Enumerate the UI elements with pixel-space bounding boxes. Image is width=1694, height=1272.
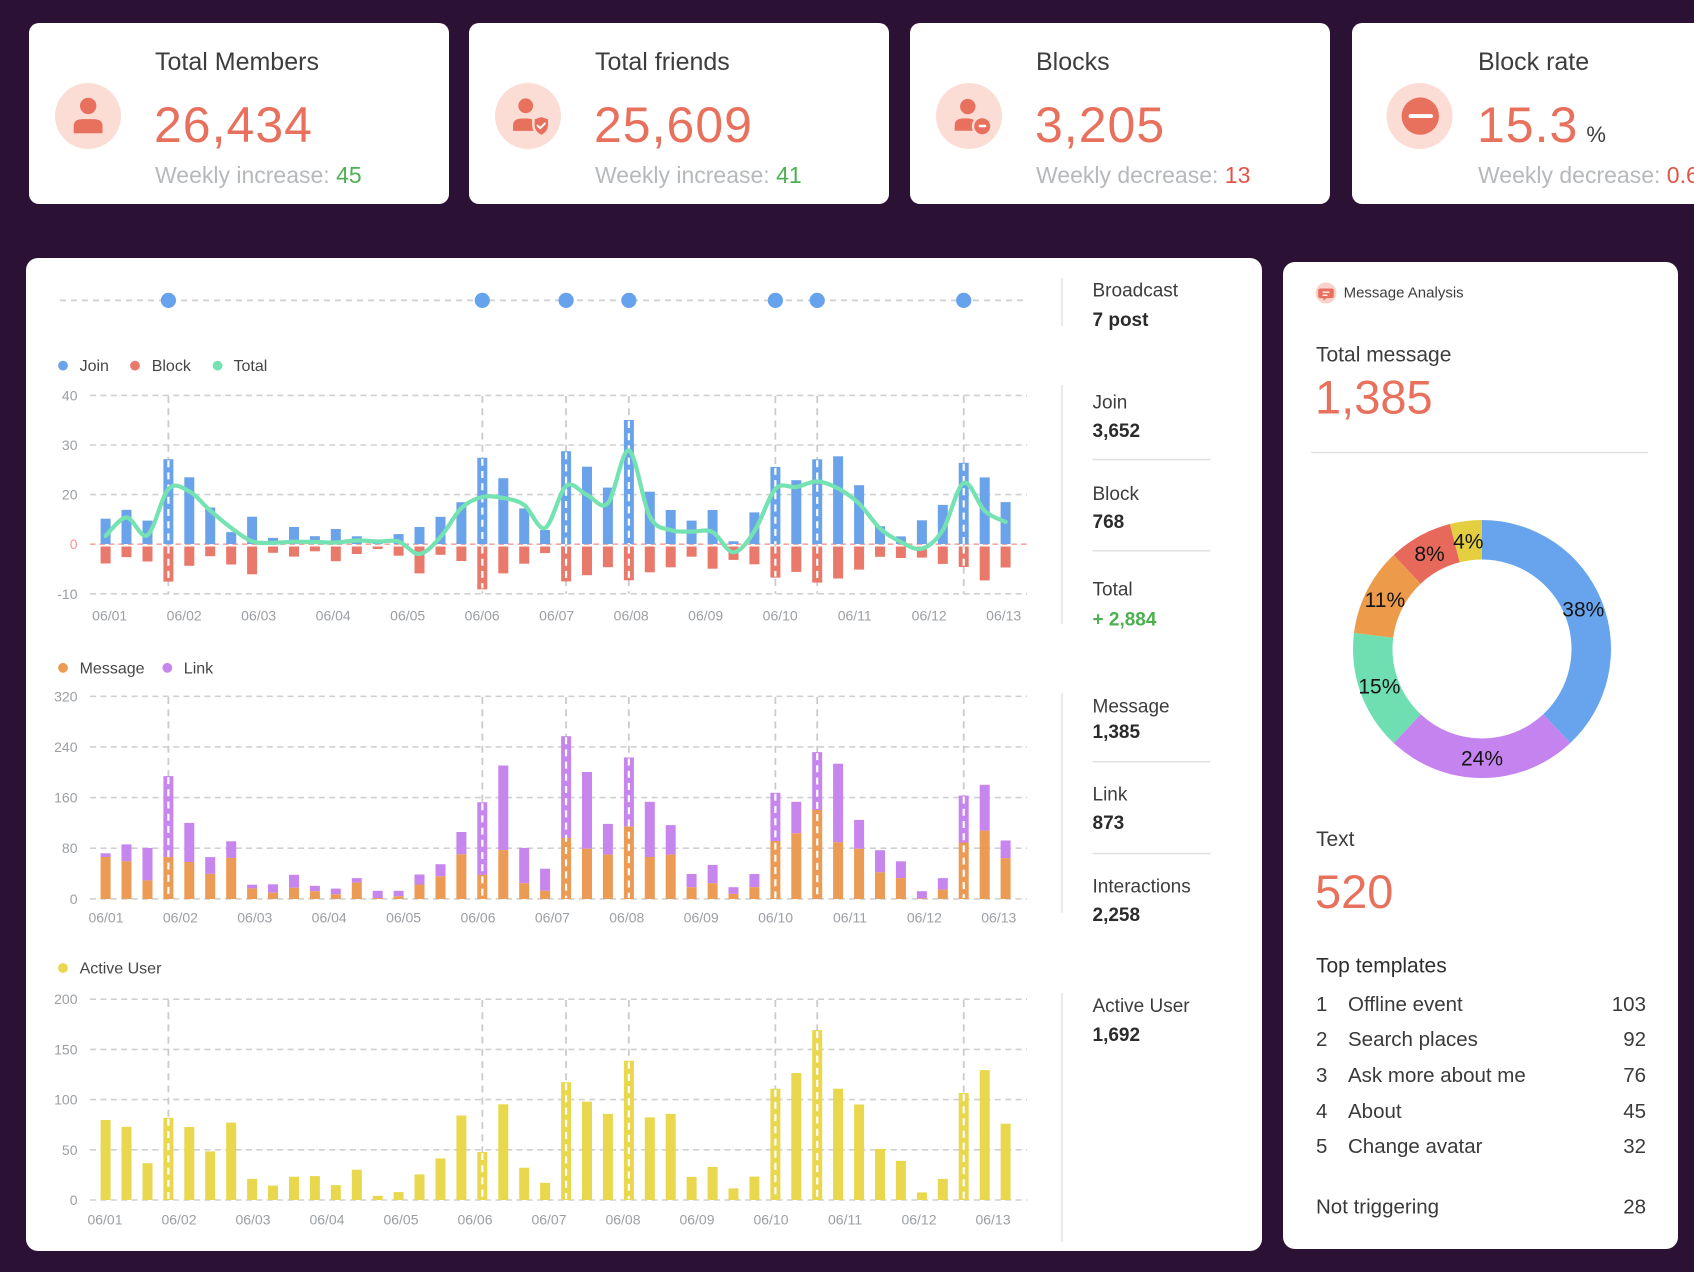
svg-text:06/05: 06/05 xyxy=(386,910,421,926)
svg-text:06/13: 06/13 xyxy=(986,607,1021,623)
svg-text:768: 768 xyxy=(1093,512,1125,533)
svg-text:Broadcast: Broadcast xyxy=(1093,280,1179,301)
svg-text:06/12: 06/12 xyxy=(912,607,947,623)
svg-text:Text: Text xyxy=(1316,828,1355,851)
svg-text:520: 520 xyxy=(1315,865,1393,918)
svg-text:Block: Block xyxy=(1093,484,1140,505)
svg-text:Message: Message xyxy=(80,660,145,677)
svg-text:06/07: 06/07 xyxy=(535,910,570,926)
svg-text:06/09: 06/09 xyxy=(679,1211,714,1227)
svg-text:7 post: 7 post xyxy=(1093,310,1150,331)
svg-text:06/11: 06/11 xyxy=(833,910,867,926)
svg-text:06/13: 06/13 xyxy=(981,910,1016,926)
svg-text:15%: 15% xyxy=(1358,675,1400,698)
svg-text:Active User: Active User xyxy=(1093,996,1191,1017)
svg-text:06/04: 06/04 xyxy=(312,910,347,926)
svg-text:24%: 24% xyxy=(1461,748,1503,771)
svg-text:1,385: 1,385 xyxy=(1315,371,1433,424)
svg-text:06/09: 06/09 xyxy=(688,607,723,623)
svg-text:160: 160 xyxy=(54,790,78,806)
svg-text:06/03: 06/03 xyxy=(237,910,272,926)
svg-text:Block: Block xyxy=(152,358,192,375)
svg-text:Total message: Total message xyxy=(1316,344,1451,367)
svg-text:Join: Join xyxy=(80,358,109,375)
svg-text:2,258: 2,258 xyxy=(1093,905,1141,926)
svg-text:06/07: 06/07 xyxy=(539,607,574,623)
svg-text:1,385: 1,385 xyxy=(1093,722,1141,743)
svg-text:Link: Link xyxy=(184,660,214,677)
svg-text:06/01: 06/01 xyxy=(87,1211,122,1227)
svg-text:20: 20 xyxy=(62,487,78,503)
svg-text:Total: Total xyxy=(1093,580,1133,601)
svg-text:Message: Message xyxy=(1093,697,1170,718)
svg-text:Not triggering: Not triggering xyxy=(1316,1196,1439,1219)
svg-text:Top templates: Top templates xyxy=(1316,955,1447,978)
svg-text:06/03: 06/03 xyxy=(235,1211,270,1227)
svg-text:40: 40 xyxy=(62,387,78,403)
svg-text:Link: Link xyxy=(1093,785,1128,806)
svg-text:06/01: 06/01 xyxy=(88,910,123,926)
svg-text:38%: 38% xyxy=(1562,598,1604,621)
svg-text:06/06: 06/06 xyxy=(460,910,495,926)
svg-text:06/02: 06/02 xyxy=(167,607,202,623)
svg-text:06/10: 06/10 xyxy=(763,607,798,623)
svg-text:0: 0 xyxy=(70,1192,78,1208)
svg-text:06/06: 06/06 xyxy=(457,1211,492,1227)
svg-text:3,652: 3,652 xyxy=(1093,421,1141,442)
svg-text:06/08: 06/08 xyxy=(609,910,644,926)
svg-text:+ 2,884: + 2,884 xyxy=(1093,610,1157,631)
svg-text:06/04: 06/04 xyxy=(316,607,351,623)
svg-text:06/11: 06/11 xyxy=(828,1211,862,1227)
svg-text:240: 240 xyxy=(54,739,78,755)
svg-text:06/10: 06/10 xyxy=(758,910,793,926)
svg-text:06/05: 06/05 xyxy=(383,1211,418,1227)
svg-text:Join: Join xyxy=(1093,393,1128,414)
svg-text:Message Analysis: Message Analysis xyxy=(1344,285,1464,302)
svg-text:06/03: 06/03 xyxy=(241,607,276,623)
svg-text:30: 30 xyxy=(62,437,78,453)
svg-text:06/12: 06/12 xyxy=(901,1211,936,1227)
svg-text:06/02: 06/02 xyxy=(163,910,198,926)
svg-text:873: 873 xyxy=(1093,813,1125,834)
svg-text:1,692: 1,692 xyxy=(1093,1025,1141,1046)
svg-text:06/02: 06/02 xyxy=(161,1211,196,1227)
svg-text:06/06: 06/06 xyxy=(465,607,500,623)
svg-text:0: 0 xyxy=(70,891,78,907)
svg-text:06/04: 06/04 xyxy=(309,1211,344,1227)
svg-text:Active User: Active User xyxy=(80,961,162,978)
svg-text:06/07: 06/07 xyxy=(531,1211,566,1227)
svg-text:100: 100 xyxy=(54,1092,78,1108)
svg-text:06/08: 06/08 xyxy=(605,1211,640,1227)
svg-text:06/09: 06/09 xyxy=(684,910,719,926)
svg-text:06/05: 06/05 xyxy=(390,607,425,623)
svg-text:0: 0 xyxy=(70,536,78,552)
svg-text:4%: 4% xyxy=(1453,530,1483,553)
svg-text:06/01: 06/01 xyxy=(92,607,127,623)
svg-text:06/10: 06/10 xyxy=(753,1211,788,1227)
svg-text:80: 80 xyxy=(62,840,78,856)
svg-text:06/11: 06/11 xyxy=(838,607,872,623)
svg-text:11%: 11% xyxy=(1365,589,1405,612)
svg-text:06/12: 06/12 xyxy=(907,910,942,926)
svg-text:06/13: 06/13 xyxy=(975,1211,1010,1227)
svg-text:150: 150 xyxy=(54,1041,78,1057)
svg-text:200: 200 xyxy=(54,991,78,1007)
svg-text:50: 50 xyxy=(62,1142,78,1158)
svg-text:8%: 8% xyxy=(1414,543,1444,566)
svg-text:Interactions: Interactions xyxy=(1093,877,1191,898)
svg-text:06/08: 06/08 xyxy=(614,607,649,623)
svg-text:Total: Total xyxy=(234,358,268,375)
svg-text:28: 28 xyxy=(1623,1196,1646,1219)
svg-text:-10: -10 xyxy=(57,586,77,602)
svg-text:320: 320 xyxy=(54,688,78,704)
